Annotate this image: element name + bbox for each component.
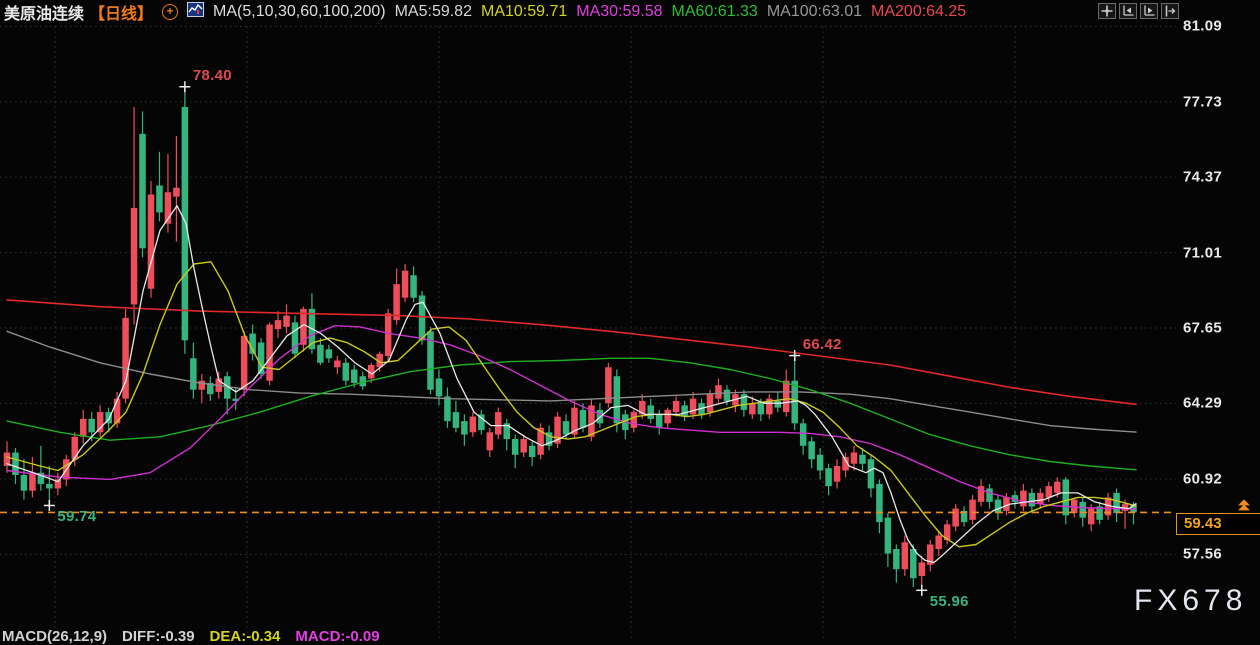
y-axis-label: 60.92	[1183, 470, 1223, 488]
y-axis-label: 77.73	[1183, 93, 1223, 111]
add-indicator-icon[interactable]: +	[162, 4, 179, 20]
chart-type-icon[interactable]	[187, 2, 205, 22]
chart-toolbar	[1098, 3, 1179, 19]
macd-indicator-row: MACD(26,12,9) DIFF:-0.39 DEA:-0.34 MACD:…	[2, 628, 380, 645]
collapse-panel-button[interactable]	[1161, 3, 1179, 19]
y-axis-label: 81.09	[1183, 17, 1223, 35]
ma60-value: MA60:61.33	[671, 3, 758, 20]
y-axis-label: 74.37	[1183, 168, 1223, 186]
price-annotation: 78.40	[192, 66, 232, 84]
y-axis-label: 71.01	[1183, 244, 1223, 262]
pan-move-button[interactable]	[1098, 3, 1116, 19]
y-axis-label: 57.56	[1183, 545, 1223, 563]
macd-dea-value: DEA:-0.34	[209, 628, 281, 645]
zoom-y-axis-button[interactable]	[1119, 3, 1137, 19]
current-price-label: 59.43	[1176, 513, 1260, 536]
period-label[interactable]: 【日线】	[89, 6, 154, 23]
ma100-value: MA100:63.01	[766, 3, 863, 20]
macd-diff-value: DIFF:-0.39	[122, 628, 195, 645]
ma-group-label: MA(5,10,30,60,100,200)	[213, 3, 386, 20]
price-annotation: 66.42	[802, 335, 842, 353]
y-axis-label: 67.65	[1183, 319, 1223, 337]
ma5-value: MA5:59.82	[394, 3, 472, 20]
price-annotation: 55.96	[929, 593, 969, 611]
macd-macd-value: MACD:-0.09	[295, 628, 380, 645]
macd-params: MACD(26,12,9)	[2, 628, 108, 645]
price-annotation: 59.74	[57, 508, 97, 526]
zoom-x-axis-button[interactable]	[1140, 3, 1158, 19]
ma30-value: MA30:59.58	[576, 3, 663, 20]
watermark: FX678	[1134, 584, 1248, 617]
chart-header: 美原油连续 【日线】 + MA(5,10,30,60,100,200) MA5:…	[4, 2, 967, 23]
y-axis-label: 64.29	[1183, 394, 1223, 412]
ma10-value: MA10:59.71	[480, 3, 568, 20]
ma200-value: MA200:64.25	[871, 3, 967, 20]
instrument-title: 美原油连续	[4, 6, 85, 23]
